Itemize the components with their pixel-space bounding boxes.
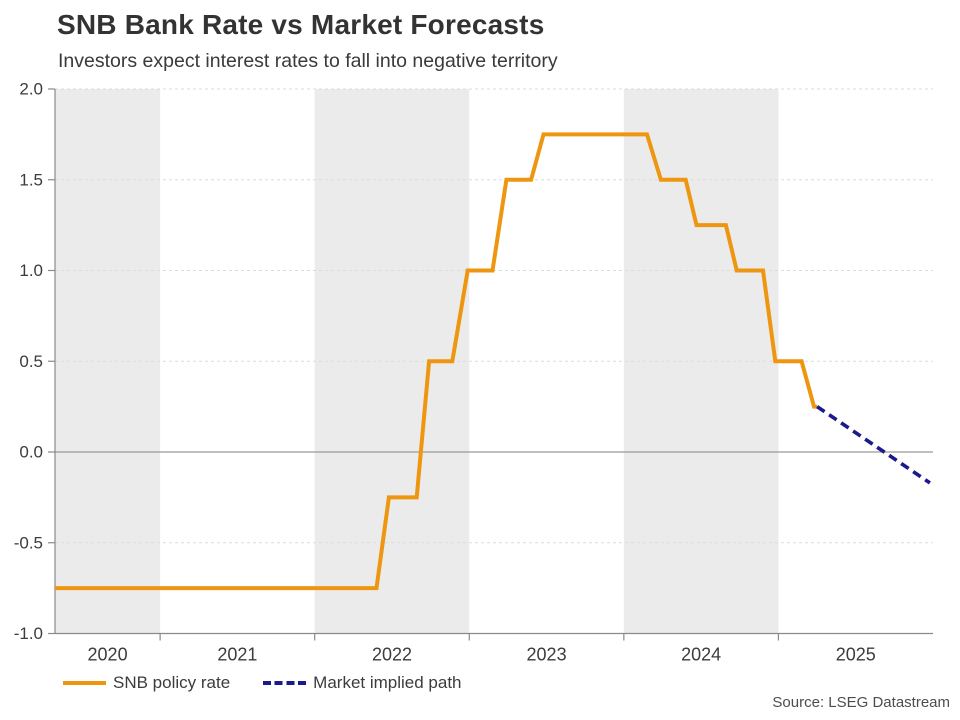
chart-subtitle: Investors expect interest rates to fall … — [58, 50, 558, 72]
policy-rate-line — [55, 132, 818, 591]
legend-item-policy-rate: SNB policy rate — [63, 673, 230, 693]
y-tick-label: 0.5 — [19, 352, 43, 371]
y-tick-label: -0.5 — [14, 533, 43, 552]
shaded-band — [623, 89, 779, 634]
legend-label-policy-rate: SNB policy rate — [113, 673, 231, 692]
y-tick-label: 0.0 — [19, 443, 43, 462]
implied-path-line-swatch — [263, 680, 307, 686]
x-tick-label: 2025 — [836, 645, 876, 665]
implied-path-line — [816, 405, 931, 485]
y-tick-label: 1.0 — [19, 261, 43, 280]
x-tick-label: 2023 — [527, 645, 567, 665]
y-tick-label: 2.0 — [19, 80, 43, 99]
x-tick-label: 2022 — [372, 645, 412, 665]
legend-label-implied-path: Market implied path — [313, 673, 462, 692]
policy-rate-line-swatch — [63, 680, 106, 686]
x-tick-label: 2021 — [217, 645, 257, 665]
y-tick-label: 1.5 — [19, 170, 43, 189]
legend: SNB policy rate Market implied path — [63, 672, 462, 694]
x-tick-label: 2024 — [681, 645, 721, 665]
legend-item-implied-path: Market implied path — [263, 673, 462, 693]
chart-title: SNB Bank Rate vs Market Forecasts — [57, 9, 545, 40]
source-credit: Source: LSEG Datastream — [772, 694, 950, 711]
x-tick-label: 2020 — [88, 645, 128, 665]
shaded-band — [55, 89, 161, 634]
y-tick-label: -1.0 — [14, 624, 43, 643]
